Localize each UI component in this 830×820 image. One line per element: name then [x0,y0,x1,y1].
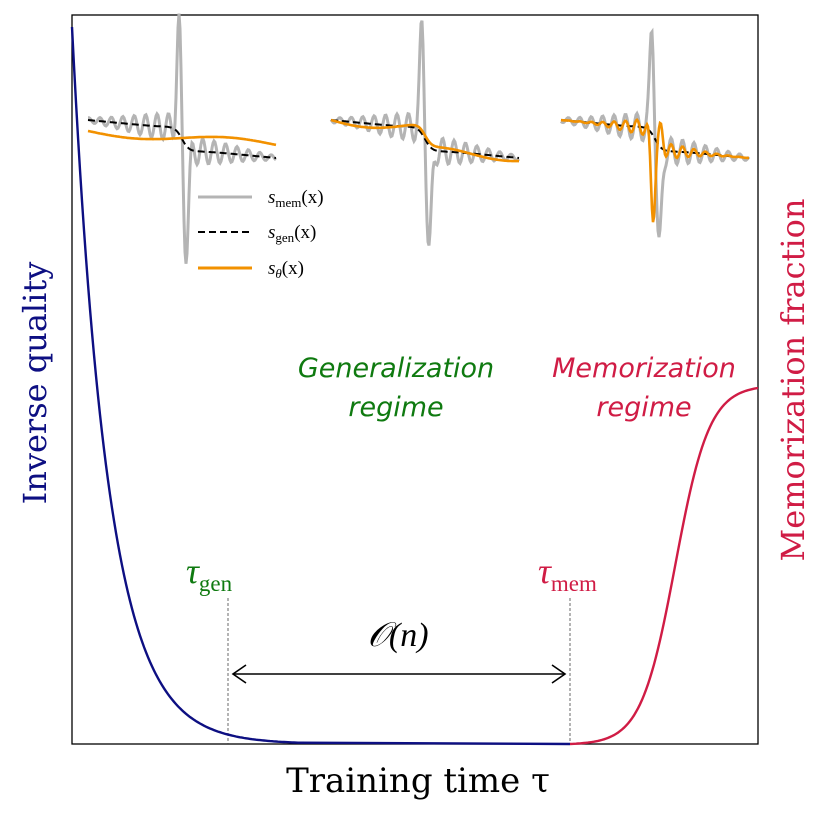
memorization-fraction-curve [569,386,759,746]
generalization-regime-line2: regime [348,392,443,423]
score-curve-s-mem [88,13,278,264]
interval-label: 𝒪(n) [367,617,428,654]
right-axis-label: Memorization fraction [774,198,812,561]
score-curve-s-theta [560,117,750,223]
legend-label-s-gen: sgen(x) [268,222,316,245]
score-inset-early [87,13,278,264]
score-curve-s-theta [87,129,277,147]
legend-label-s-mem: smem(x) [268,187,324,210]
legend-label-s-theta: sθ(x) [268,258,304,281]
score-inset-late [559,27,751,238]
tau-mem-label: τmem [538,551,597,596]
memorization-regime-line2: regime [596,392,691,423]
score-curve-s-theta [330,118,519,163]
inverse-quality-curve [70,26,571,746]
score-inset-middle [329,20,521,246]
score-curve-s-gen [330,119,520,159]
interval-arrow [231,664,567,684]
tau-gen-label: τgen [186,551,233,596]
legend: smem(x) sgen(x) sθ(x) [198,187,324,281]
memorization-regime-line1: Memorization [552,353,736,384]
generalization-regime-line1: Generalization [298,353,494,384]
left-axis-label: Inverse quality [16,262,54,505]
x-axis-label: Training time τ [286,761,550,801]
